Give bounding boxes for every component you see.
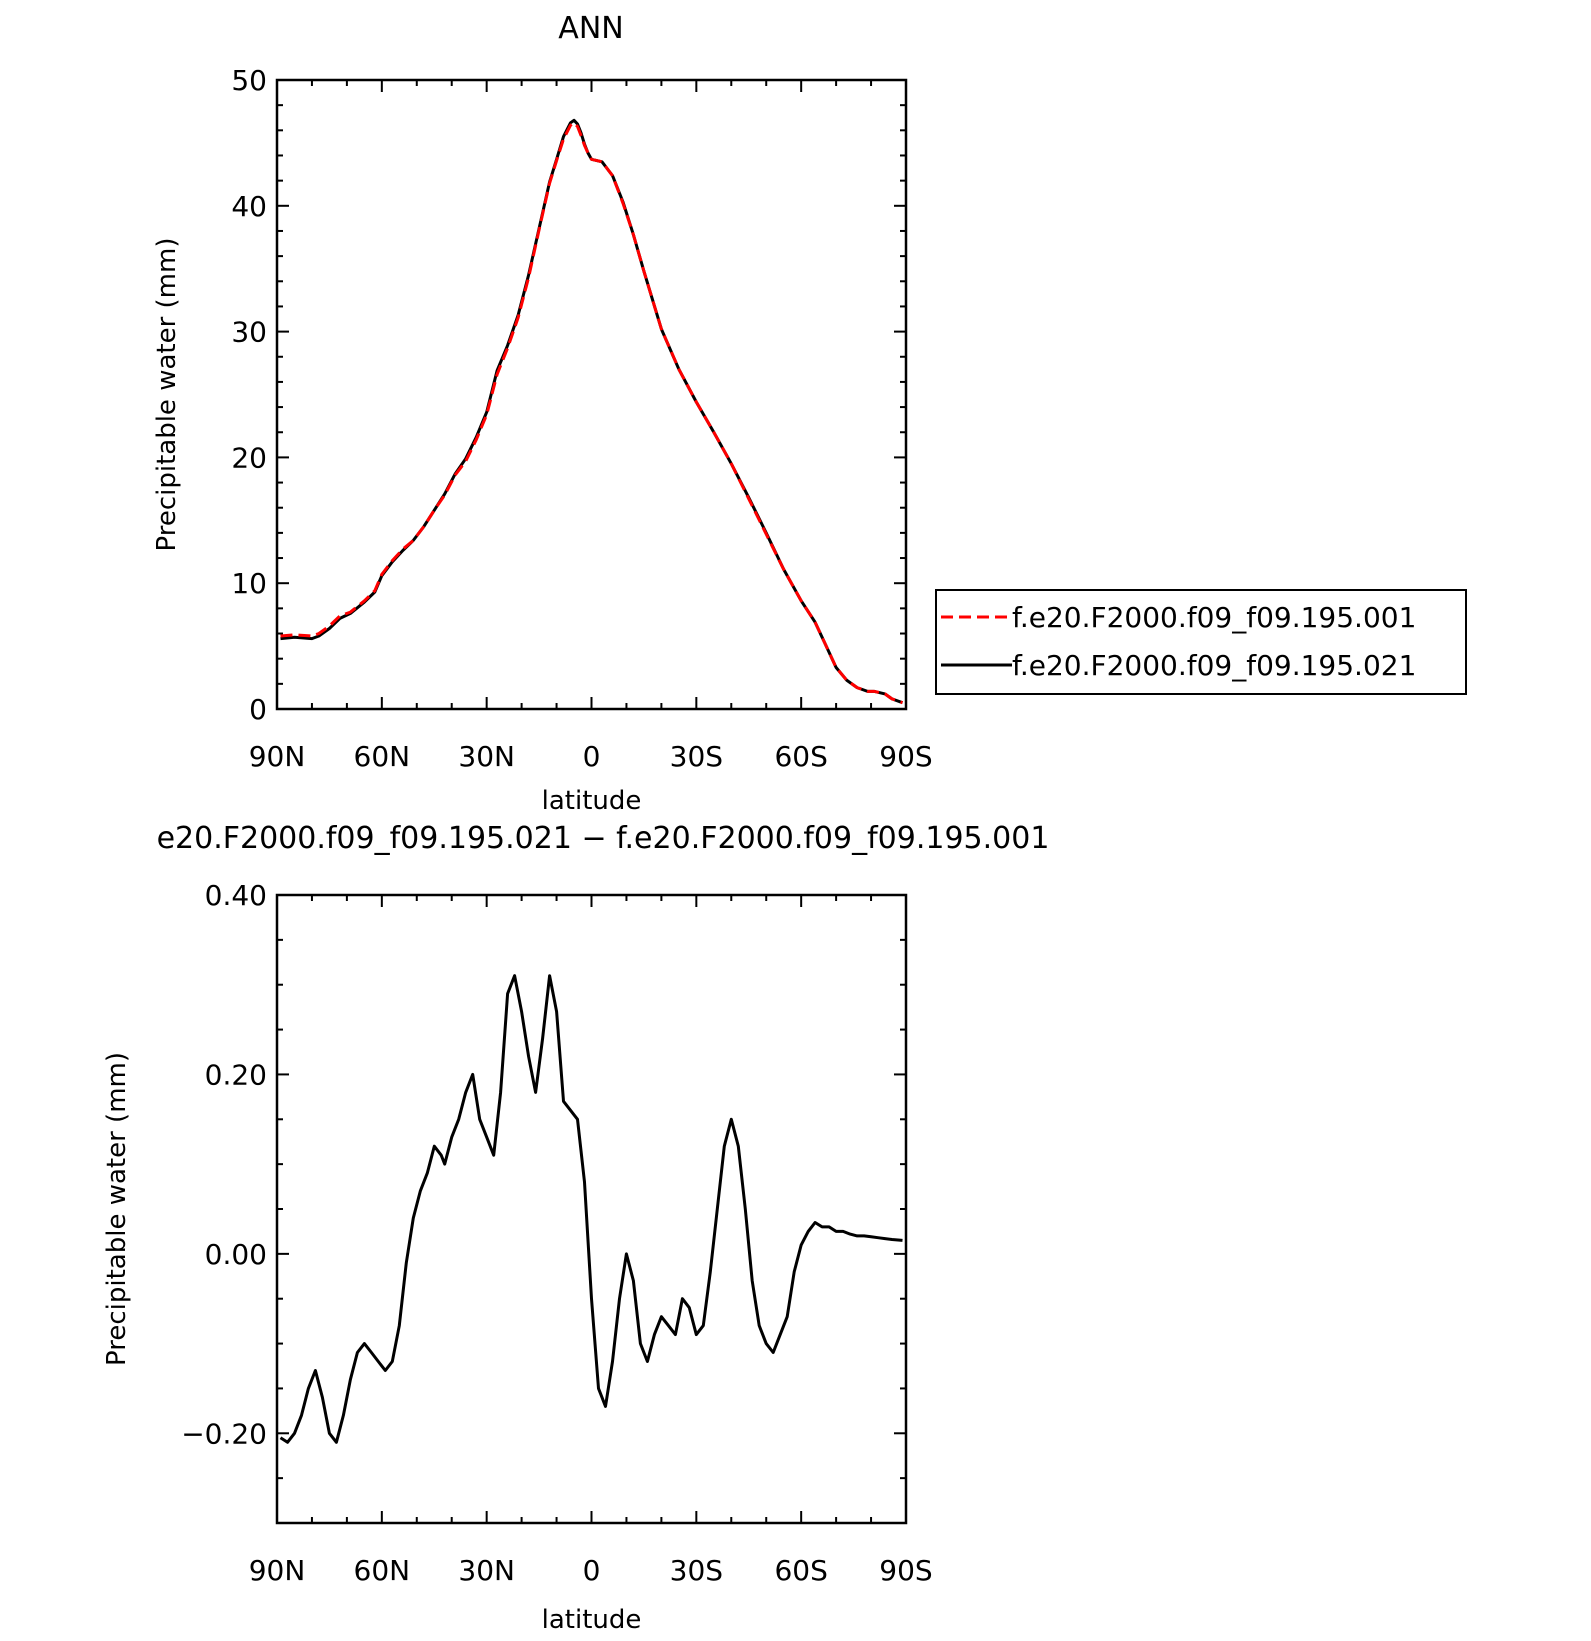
legend-label-1: f.e20.F2000.f09_f09.195.001 (1012, 601, 1416, 634)
y-tick-label: 0.40 (205, 879, 267, 912)
x-axis-label: latitude (542, 786, 642, 816)
x-tick-label: 0 (583, 1554, 601, 1587)
y-tick-label: 0.20 (205, 1058, 267, 1091)
legend-box (935, 589, 1467, 695)
y-tick-label: 30 (231, 316, 267, 349)
x-tick-label: 30N (458, 1554, 515, 1587)
y-tick-label: −0.20 (181, 1417, 267, 1450)
series-line-1 (279, 974, 903, 1444)
x-tick-label: 30S (670, 740, 723, 773)
x-tick-label: 60N (354, 740, 411, 773)
x-tick-label: 30N (458, 740, 515, 773)
y-axis-label: Precipitable water (mm) (102, 1052, 132, 1366)
x-axis-label: latitude (542, 1605, 642, 1635)
series-line-1 (280, 121, 904, 705)
y-tick-label: 10 (231, 567, 267, 600)
chart-title: ANN (558, 11, 623, 46)
y-tick-label: 0.00 (205, 1238, 267, 1271)
plot-frame (275, 893, 908, 1525)
y-tick-label: 0 (249, 693, 267, 726)
x-tick-label: 90N (249, 1554, 306, 1587)
chart-2: e20.F2000.f09_f09.195.021 − f.e20.F2000.… (102, 821, 1049, 1635)
x-tick-label: 30S (670, 1554, 723, 1587)
y-tick-label: 20 (231, 441, 267, 474)
legend-label-2: f.e20.F2000.f09_f09.195.021 (1012, 649, 1416, 682)
y-axis-label: Precipitable water (mm) (152, 238, 182, 552)
y-tick-label: 50 (231, 64, 267, 97)
y-tick-label: 40 (231, 190, 267, 223)
x-tick-label: 90S (879, 740, 932, 773)
x-tick-label: 60S (774, 740, 827, 773)
x-tick-label: 90N (249, 740, 306, 773)
chart-1: ANN 90N 60N 30N 0 30S 60S 90S 0 10 20 30 40 50 latitud… (152, 11, 1467, 816)
x-tick-label: 60N (354, 1554, 411, 1587)
chart-title: e20.F2000.f09_f09.195.021 − f.e20.F2000.… (157, 821, 1050, 856)
x-tick-label: 90S (879, 1554, 932, 1587)
x-tick-label: 60S (774, 1554, 827, 1587)
x-tick-label: 0 (583, 740, 601, 773)
legend: f.e20.F2000.f09_f09.195.001 f.e20.F2000.f… (935, 589, 1467, 695)
